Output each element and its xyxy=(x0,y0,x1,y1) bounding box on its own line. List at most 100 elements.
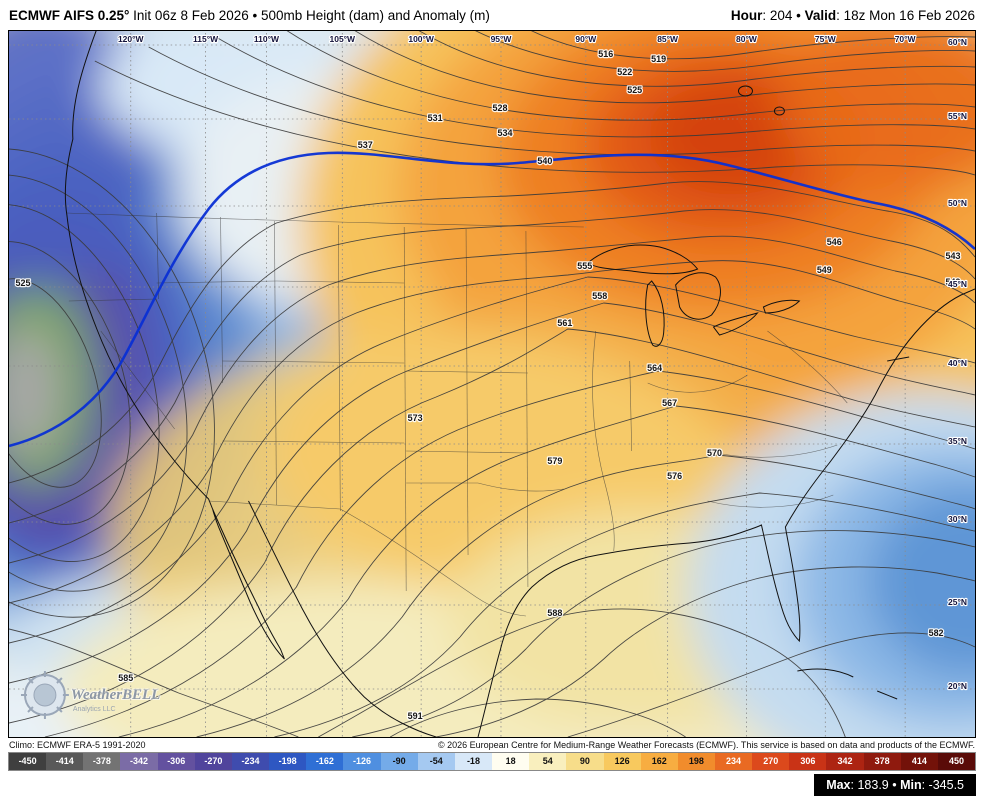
contour-label: 591 xyxy=(408,711,423,721)
contour-label: 549 xyxy=(946,277,961,287)
min-label: Min xyxy=(900,778,922,792)
anomaly-shading xyxy=(9,31,975,737)
max-value: : 183.9 • xyxy=(850,778,901,792)
contour-label-layer: 525 537 531 528 534 516 519 522 525 540 546 549 543 5… xyxy=(14,48,961,722)
colorbar-cell: 342 xyxy=(826,753,864,770)
contour-label: 543 xyxy=(946,251,961,261)
colorbar-cell: -342 xyxy=(120,753,158,770)
colorbar-cell: -54 xyxy=(417,753,455,770)
colorbar-cell: -234 xyxy=(231,753,270,770)
colorbar-cell: -162 xyxy=(306,753,344,770)
contour-label: 537 xyxy=(358,140,373,150)
hour-label: Hour xyxy=(730,7,763,23)
colorbar: -450 -414 -378 -342 -306 -270 -234 -198 -162 -126… xyxy=(8,752,976,771)
contour-label: 567 xyxy=(662,398,677,408)
minmax-badge: Max: 183.9 • Min: -345.5 xyxy=(814,774,976,796)
latitude-label: 40°N xyxy=(948,358,967,368)
coastline xyxy=(64,31,975,737)
colorbar-cell: 414 xyxy=(900,753,938,770)
colorbar-cell: 162 xyxy=(640,753,678,770)
contour-label: 528 xyxy=(492,103,507,113)
min-value: : -345.5 xyxy=(921,778,964,792)
colorbar-cell: 450 xyxy=(937,753,976,770)
latitude-label: 20°N xyxy=(948,681,967,691)
contour-label: 516 xyxy=(598,49,613,59)
longitude-label: 70°W xyxy=(895,34,916,44)
attribution-bar: Climo: ECMWF ERA-5 1991-2020 © 2026 Euro… xyxy=(0,738,984,751)
longitude-label: 90°W xyxy=(575,34,596,44)
longitude-label: 75°W xyxy=(815,34,836,44)
contour-label: 585 xyxy=(118,673,133,683)
colorbar-cell: -414 xyxy=(46,753,84,770)
latitude-label: 50°N xyxy=(948,198,967,208)
latitude-label-layer: 60°N 55°N 50°N 45°N 40°N 35°N 30°N 25°N 20°N xyxy=(947,36,968,692)
logo-brand: WeatherBELL xyxy=(71,687,160,703)
colorbar-cell: -450 xyxy=(9,753,47,770)
colorbar-cell: -90 xyxy=(380,753,418,770)
map-title-rest: Init 06z 8 Feb 2026 • 500mb Height (dam)… xyxy=(129,7,490,23)
contour-label: 561 xyxy=(557,318,572,328)
valid-time: Hour: 204 • Valid: 18z Mon 16 Feb 2026 xyxy=(731,8,975,23)
latitude-label: 45°N xyxy=(948,279,967,289)
longitude-label-layer: 120°W 115°W 110°W 105°W 100°W 95°W 90°W 85°W 80°… xyxy=(117,33,917,45)
colorbar-cell: -306 xyxy=(157,753,195,770)
longitude-label: 95°W xyxy=(491,34,512,44)
weatherbell-logo: WeatherBELL Analytics LLC xyxy=(20,671,161,719)
colorbar-cell: 126 xyxy=(603,753,641,770)
climo-note: Climo: ECMWF ERA-5 1991-2020 xyxy=(9,740,146,750)
contour-label: 588 xyxy=(547,608,562,618)
contour-label: 582 xyxy=(929,628,944,638)
contour-label: 555 xyxy=(577,261,592,271)
latitude-label: 30°N xyxy=(948,514,967,524)
contour-label: 540 xyxy=(537,156,552,166)
height-contours xyxy=(9,31,975,737)
map-canvas: 525 537 531 528 534 516 519 522 525 540 546 549 543 5… xyxy=(8,30,976,738)
longitude-label: 110°W xyxy=(254,34,279,44)
bottom-row: Max: 183.9 • Min: -345.5 xyxy=(0,773,984,799)
latitude-label: 35°N xyxy=(948,436,967,446)
colorbar-cell: 54 xyxy=(529,753,567,770)
colorbar-cell: 18 xyxy=(492,753,530,770)
colorbar-cell: 270 xyxy=(752,753,790,770)
longitude-label: 85°W xyxy=(657,34,678,44)
valid-label: Valid xyxy=(804,7,837,23)
max-label: Max xyxy=(826,778,851,792)
state-borders xyxy=(66,212,848,617)
contour-label: 531 xyxy=(428,113,443,123)
longitude-label: 100°W xyxy=(408,34,434,44)
title-bar: ECMWF AIFS 0.25° Init 06z 8 Feb 2026 • 5… xyxy=(0,0,984,30)
colorbar-cell: -198 xyxy=(269,753,307,770)
latitude-label: 25°N xyxy=(948,597,967,607)
longitude-label: 115°W xyxy=(193,34,218,44)
map-title: ECMWF AIFS 0.25° Init 06z 8 Feb 2026 • 5… xyxy=(9,8,490,23)
contour-label: 549 xyxy=(817,265,832,275)
contour-label: 546 xyxy=(827,237,842,247)
contour-label: 576 xyxy=(667,471,682,481)
contour-label: 573 xyxy=(408,413,423,423)
colorbar-cell: 234 xyxy=(714,753,753,770)
logo-brand-sub: Analytics LLC xyxy=(73,706,116,713)
copyright-note: © 2026 European Centre for Medium-Range … xyxy=(437,740,975,750)
contour-label: 564 xyxy=(647,363,662,373)
colorbar-cell: -270 xyxy=(194,753,232,770)
contour-label: 570 xyxy=(707,448,722,458)
colorbar-cell: -18 xyxy=(454,753,493,770)
latitude-label: 55°N xyxy=(948,111,967,121)
longitude-label: 120°W xyxy=(118,34,144,44)
colorbar-cell: 90 xyxy=(566,753,604,770)
colorbar-cell: 198 xyxy=(677,753,715,770)
contour-label: 579 xyxy=(547,456,562,466)
colorbar-cell: -126 xyxy=(343,753,381,770)
longitude-label: 105°W xyxy=(330,34,356,44)
blue-540-line xyxy=(9,151,975,448)
hour-value: : 204 • xyxy=(762,7,805,23)
weather-map-svg: 525 537 531 528 534 516 519 522 525 540 546 549 543 5… xyxy=(9,31,975,737)
valid-value: : 18z Mon 16 Feb 2026 xyxy=(836,7,975,23)
contour-label: 525 xyxy=(627,85,642,95)
colorbar-cell: -378 xyxy=(83,753,121,770)
colorbar-cell: 378 xyxy=(863,753,901,770)
contour-label: 534 xyxy=(497,128,512,138)
colorbar-cell: 306 xyxy=(789,753,827,770)
contour-label: 519 xyxy=(651,54,666,64)
contour-label: 522 xyxy=(617,67,632,77)
